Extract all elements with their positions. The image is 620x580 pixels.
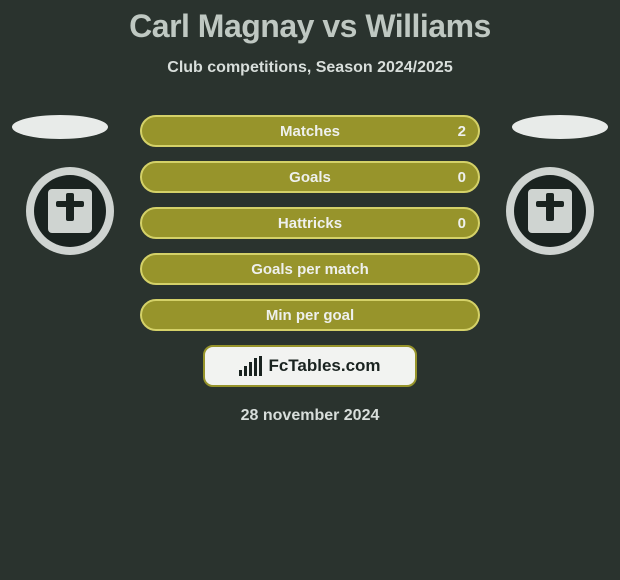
stat-label: Matches <box>280 123 340 140</box>
stat-label: Min per goal <box>266 307 354 324</box>
player-left-marker <box>12 115 108 139</box>
page-subtitle: Club competitions, Season 2024/2025 <box>0 59 620 77</box>
stat-row-min-per-goal: Min per goal <box>140 299 480 331</box>
stat-label: Hattricks <box>278 215 342 232</box>
stat-right-value: 0 <box>458 215 466 232</box>
comparison-panel: Matches 2 Goals 0 Hattricks 0 Goals per … <box>0 115 620 425</box>
stat-label: Goals per match <box>251 261 369 278</box>
stat-row-goals: Goals 0 <box>140 161 480 193</box>
stat-row-matches: Matches 2 <box>140 115 480 147</box>
stat-row-goals-per-match: Goals per match <box>140 253 480 285</box>
crest-figure-icon <box>528 189 572 233</box>
crest-figure-icon <box>48 189 92 233</box>
stat-right-value: 2 <box>458 123 466 140</box>
crest-inner-left <box>34 175 106 247</box>
club-crest-left <box>26 167 114 255</box>
branding-box[interactable]: FcTables.com <box>203 345 417 387</box>
stat-row-hattricks: Hattricks 0 <box>140 207 480 239</box>
stat-label: Goals <box>289 169 331 186</box>
bars-icon <box>239 356 262 376</box>
crest-inner-right <box>514 175 586 247</box>
branding-text: FcTables.com <box>268 356 380 376</box>
footer-date: 28 november 2024 <box>0 407 620 425</box>
page-title: Carl Magnay vs Williams <box>0 8 620 45</box>
stats-list: Matches 2 Goals 0 Hattricks 0 Goals per … <box>140 115 480 331</box>
header: Carl Magnay vs Williams Club competition… <box>0 0 620 77</box>
stat-right-value: 0 <box>458 169 466 186</box>
player-right-marker <box>512 115 608 139</box>
club-crest-right <box>506 167 594 255</box>
